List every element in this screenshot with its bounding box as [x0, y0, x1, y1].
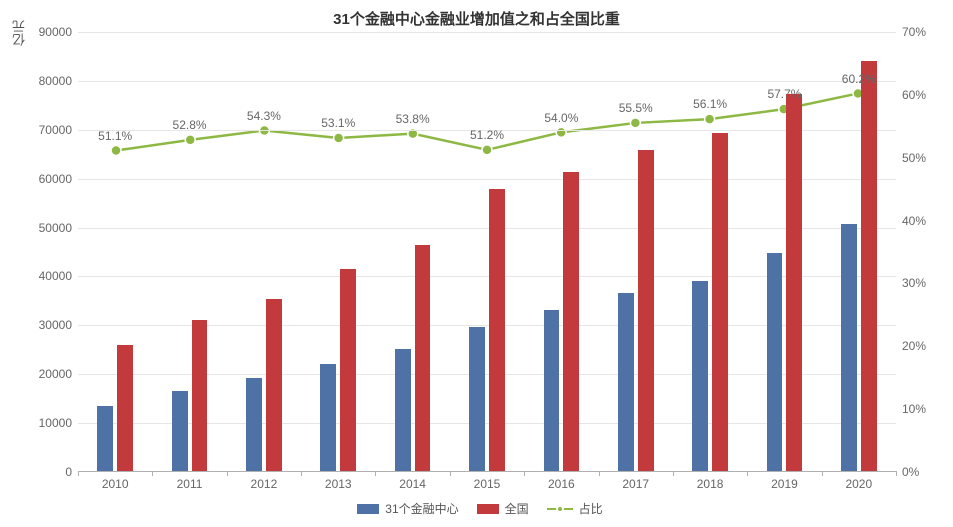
pct-label: 51.1% [98, 129, 132, 143]
bar [97, 406, 113, 471]
xtick-mark [822, 471, 823, 476]
ytick-right: 10% [896, 402, 926, 416]
pct-label: 54.3% [247, 109, 281, 123]
ytick-left: 0 [65, 465, 78, 479]
xtick-mark [599, 471, 600, 476]
bar [246, 378, 262, 471]
xtick-mark [78, 471, 79, 476]
y-axis-left-title: 亿元 [10, 20, 29, 46]
ytick-right: 70% [896, 25, 926, 39]
line-marker [334, 133, 344, 143]
legend-swatch [477, 504, 499, 514]
pct-label: 57.7% [767, 87, 801, 101]
xtick-mark [152, 471, 153, 476]
ytick-left: 20000 [39, 367, 78, 381]
xtick-mark [450, 471, 451, 476]
xtick: 2018 [697, 471, 724, 491]
bar [544, 310, 560, 471]
bar [841, 224, 857, 471]
legend-label: 占比 [579, 500, 603, 517]
xtick-mark [896, 471, 897, 476]
pct-label: 51.2% [470, 128, 504, 142]
gridline [78, 228, 896, 229]
xtick: 2010 [102, 471, 129, 491]
gridline [78, 32, 896, 33]
ytick-right: 0% [896, 465, 919, 479]
xtick: 2016 [548, 471, 575, 491]
ytick-right: 20% [896, 339, 926, 353]
ytick-left: 30000 [39, 318, 78, 332]
pct-label: 55.5% [619, 101, 653, 115]
financial-centers-chart: 31个金融中心金融业增加值之和占全国比重 亿元 0100002000030000… [0, 0, 953, 527]
ytick-left: 50000 [39, 221, 78, 235]
bar [117, 345, 133, 471]
legend-label: 31个金融中心 [385, 500, 458, 517]
bar [469, 327, 485, 471]
bar [638, 150, 654, 471]
bar [340, 269, 356, 471]
xtick: 2011 [177, 471, 203, 491]
gridline [78, 81, 896, 82]
ytick-right: 60% [896, 88, 926, 102]
ytick-left: 90000 [39, 25, 78, 39]
pct-label: 53.1% [321, 116, 355, 130]
ytick-right: 40% [896, 214, 926, 228]
ytick-left: 70000 [39, 123, 78, 137]
ytick-left: 60000 [39, 172, 78, 186]
pct-label: 60.2% [842, 72, 876, 86]
bar [489, 189, 505, 471]
legend-item: 31个金融中心 [357, 500, 458, 517]
gridline [78, 179, 896, 180]
bar [320, 364, 336, 471]
legend-item: 全国 [477, 500, 529, 517]
bar [563, 172, 579, 471]
bar [415, 245, 431, 471]
pct-label: 53.8% [396, 112, 430, 126]
line-marker [630, 118, 640, 128]
bar [172, 391, 188, 471]
xtick: 2020 [845, 471, 872, 491]
xtick: 2017 [622, 471, 649, 491]
ytick-left: 40000 [39, 269, 78, 283]
bar [712, 133, 728, 471]
legend-label: 全国 [505, 500, 529, 517]
chart-title: 31个金融中心金融业增加值之和占全国比重 [0, 8, 953, 29]
xtick-mark [301, 471, 302, 476]
xtick-mark [524, 471, 525, 476]
xtick: 2019 [771, 471, 798, 491]
xtick-mark [673, 471, 674, 476]
pct-label: 56.1% [693, 97, 727, 111]
bar [861, 61, 877, 471]
bar [692, 281, 708, 471]
pct-label: 54.0% [544, 111, 578, 125]
ytick-right: 30% [896, 276, 926, 290]
line-marker [111, 146, 121, 156]
legend-item: 占比 [547, 500, 603, 517]
xtick: 2014 [399, 471, 426, 491]
pct-label: 52.8% [173, 118, 207, 132]
xtick-mark [227, 471, 228, 476]
plot-area: 0100002000030000400005000060000700008000… [78, 32, 896, 472]
bar [192, 320, 208, 471]
bar [767, 253, 783, 471]
line-marker [482, 145, 492, 155]
bar [786, 94, 802, 471]
ytick-left: 10000 [39, 416, 78, 430]
line-marker [185, 135, 195, 145]
line-marker [705, 114, 715, 124]
ytick-left: 80000 [39, 74, 78, 88]
xtick: 2013 [325, 471, 352, 491]
chart-legend: 31个金融中心 全国 占比 [230, 500, 730, 517]
bar [618, 293, 634, 471]
xtick-mark [747, 471, 748, 476]
xtick: 2012 [251, 471, 278, 491]
bar [266, 299, 282, 471]
xtick: 2015 [474, 471, 501, 491]
bar [395, 349, 411, 471]
ytick-right: 50% [896, 151, 926, 165]
xtick-mark [375, 471, 376, 476]
legend-swatch [357, 504, 379, 514]
legend-swatch [547, 504, 573, 514]
